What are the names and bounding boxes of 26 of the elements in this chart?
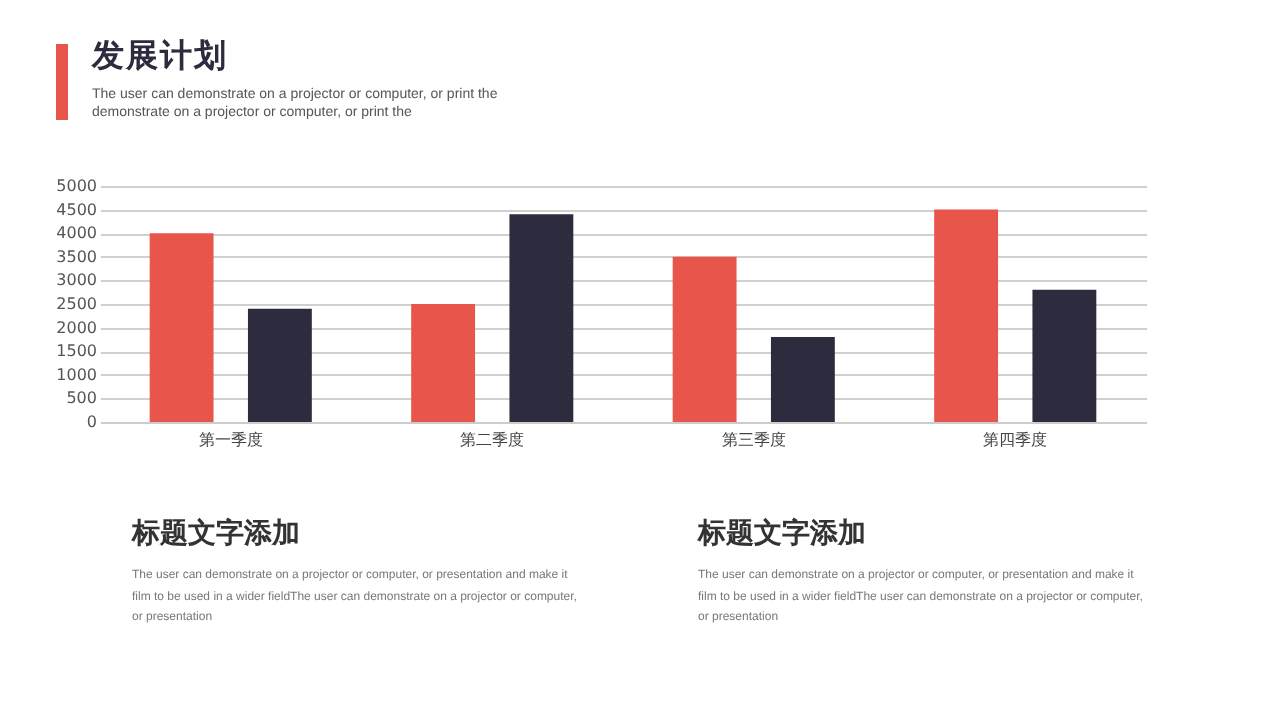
- bar: [149, 233, 214, 422]
- y-tick-label: 2500: [56, 295, 97, 313]
- text: 标题文字添加: [132, 516, 302, 552]
- x-tick-label: 第三季度: [721, 431, 786, 449]
- y-tick-label: 5000: [56, 177, 97, 195]
- y-tick-label: 4000: [56, 224, 97, 243]
- y-tick-label: 0: [86, 413, 97, 431]
- y-tick-label: 500: [66, 389, 97, 408]
- y-tick-label: 2000: [56, 318, 97, 337]
- y-tick-label: 3500: [56, 247, 97, 266]
- bar: [1032, 289, 1097, 422]
- chart-title: 发展计划: [92, 36, 228, 78]
- bar: [247, 308, 312, 422]
- bar: [770, 337, 835, 422]
- x-tick-label: 第一季度: [198, 431, 263, 449]
- text: 标题文字添加: [698, 516, 868, 552]
- bar: [672, 256, 737, 422]
- bar: [411, 304, 476, 422]
- y-tick-label: 1000: [56, 365, 97, 384]
- bar: [509, 214, 574, 422]
- y-tick-label: 1500: [56, 342, 97, 361]
- bar: [934, 209, 999, 422]
- y-tick-label: 3000: [56, 271, 97, 290]
- y-tick-label: 4500: [56, 200, 97, 219]
- x-tick-label: 第二季度: [460, 431, 525, 449]
- x-tick-label: 第四季度: [983, 431, 1048, 449]
